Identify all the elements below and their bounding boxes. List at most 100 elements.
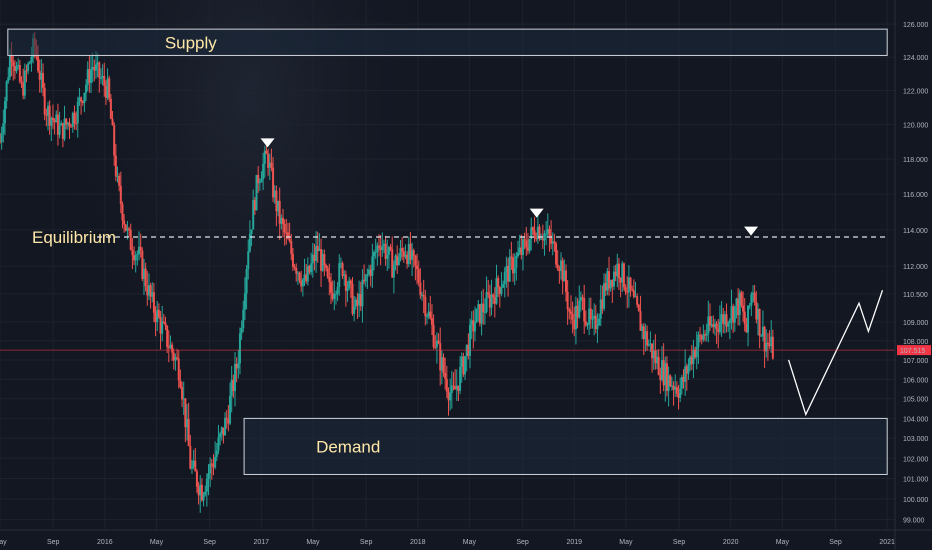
candle-body — [619, 278, 622, 283]
candle-body — [313, 254, 316, 261]
candle-body — [15, 66, 18, 71]
candle-body — [654, 350, 657, 364]
candle-body — [593, 315, 596, 319]
candle-body — [138, 246, 141, 255]
candle-body — [566, 291, 569, 310]
candle-body — [217, 437, 220, 451]
candle-body — [457, 385, 460, 391]
candle-body — [229, 395, 232, 424]
candle-body — [258, 182, 261, 184]
time-axis[interactable]: May Sep 2016 May Sep 2017 May Sep 2018 May Sep 2019… — [0, 529, 932, 546]
candle-body — [603, 283, 606, 309]
candle-body — [576, 305, 579, 318]
candle-body — [215, 450, 218, 457]
candle-body — [374, 251, 377, 253]
candle-body — [167, 347, 170, 349]
candle-body — [386, 254, 389, 259]
candle-body — [245, 269, 248, 294]
candle-body — [520, 247, 523, 256]
candle-body — [12, 61, 15, 67]
candle-body — [225, 417, 228, 419]
candle-body — [334, 293, 337, 295]
candle-body — [571, 313, 574, 320]
candle-body — [758, 308, 761, 336]
candle-body — [318, 249, 321, 251]
candle-body — [450, 385, 453, 393]
candle-body — [664, 363, 667, 386]
candle-body — [85, 84, 88, 93]
candle-body — [435, 340, 438, 348]
candle-body — [713, 323, 716, 328]
candle-body — [212, 465, 215, 468]
candle-body — [76, 101, 79, 124]
candle-body — [770, 336, 773, 347]
grid-lines — [0, 0, 895, 530]
candle-body — [743, 311, 746, 325]
candle-body — [692, 349, 695, 364]
candle-body — [247, 251, 250, 270]
candle-body — [401, 248, 404, 252]
candle-body — [108, 78, 111, 99]
candle-body — [538, 226, 541, 239]
candle-body — [705, 333, 708, 336]
candle-body — [328, 276, 331, 282]
time-tick-label: Sep — [673, 539, 686, 546]
candle-body — [651, 343, 654, 359]
candle-body — [248, 233, 251, 252]
candle-body — [740, 292, 743, 306]
time-tick-label: May — [150, 539, 164, 546]
candle-body — [637, 304, 640, 312]
candle-body — [204, 491, 207, 495]
candle-body — [396, 255, 399, 266]
candle-body — [55, 114, 58, 123]
candle-body — [525, 240, 528, 248]
candle-body — [46, 105, 49, 116]
candle-body — [157, 309, 160, 318]
candle-body — [629, 277, 632, 289]
candle-body — [184, 398, 187, 428]
candle-body — [371, 256, 374, 276]
candle-body — [275, 190, 278, 212]
candle-body — [336, 287, 339, 294]
candle-body — [500, 287, 503, 294]
candle-body — [427, 311, 430, 317]
candle-body — [561, 260, 564, 282]
peak-marker — [260, 138, 275, 148]
candle-body — [748, 305, 751, 307]
candle-body — [278, 200, 281, 224]
price-axis[interactable]: 126.000 124.000 122.000 120.000 118.000 116.0… — [894, 0, 932, 550]
candle-body — [543, 233, 546, 241]
candle-body — [606, 271, 609, 291]
candle-body — [194, 460, 197, 472]
candle-body — [123, 220, 126, 225]
candle-body — [530, 227, 533, 239]
candle-body — [667, 375, 670, 391]
candle-body — [255, 175, 258, 211]
candle-body — [260, 179, 263, 183]
candle-body — [240, 328, 243, 334]
candle-body — [417, 269, 420, 283]
candle-body — [171, 344, 174, 353]
candle-body — [262, 163, 265, 180]
candle-body — [584, 321, 587, 326]
price-tick-label: 118.000 — [903, 157, 928, 164]
candle-body — [235, 363, 238, 369]
candle-body — [98, 62, 101, 78]
price-tick-label: 120.000 — [903, 122, 928, 129]
candle-body — [293, 266, 296, 268]
candle-body — [495, 277, 498, 304]
candle-body — [43, 87, 46, 115]
candle-body — [154, 312, 157, 323]
peak-markers — [260, 138, 759, 236]
candle-body — [363, 279, 366, 282]
candle-body — [61, 123, 64, 139]
candle-body — [295, 267, 298, 274]
candle-body — [642, 326, 645, 340]
candle-body — [526, 247, 529, 251]
demand-label: Demand — [316, 437, 380, 456]
candle-body — [766, 342, 769, 345]
candle-body — [263, 150, 266, 164]
candle-body — [346, 287, 349, 291]
candle-body — [45, 114, 48, 116]
